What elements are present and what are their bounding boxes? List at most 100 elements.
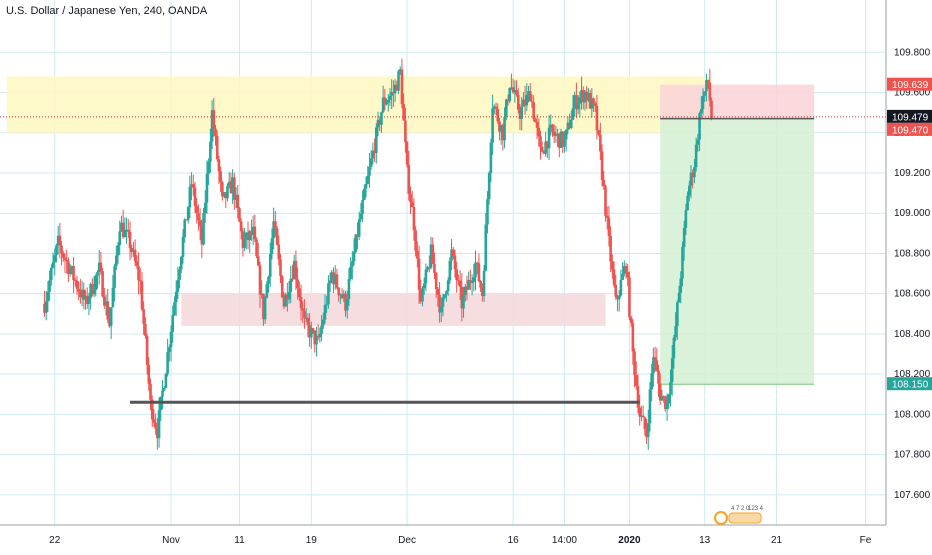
candle-body [506, 99, 510, 102]
candle-body [551, 124, 554, 132]
candle-body [70, 266, 74, 270]
candle-body [104, 301, 108, 306]
candle-body [513, 89, 517, 93]
candle-body [234, 194, 238, 200]
x-tick-label: 16 [508, 535, 520, 546]
candle-body [650, 373, 653, 390]
candle-body [522, 99, 525, 107]
candle-body [270, 238, 274, 255]
candle-body [193, 187, 197, 206]
candle-body [198, 220, 202, 227]
candle-body [422, 283, 426, 289]
candle-body [214, 128, 217, 137]
candle-body [289, 278, 293, 292]
candle-body [73, 280, 77, 282]
candle-body [109, 307, 113, 327]
x-tick-label: 11 [234, 535, 245, 546]
candle-body [484, 224, 488, 271]
candle-body [169, 331, 173, 348]
candle-body [256, 256, 260, 266]
candle-body [205, 173, 209, 203]
candle-body [520, 106, 523, 119]
y-tick-label: 108.200 [894, 369, 931, 380]
candle-body [166, 352, 169, 374]
candle-body [332, 272, 335, 285]
candle-body [532, 102, 535, 119]
candle-body [569, 119, 573, 129]
y-tick-label: 109.200 [894, 168, 931, 179]
candle-body [681, 246, 684, 279]
candle-body [97, 262, 101, 273]
candle-body [219, 171, 222, 183]
candle-body [667, 394, 671, 404]
candle-body [287, 291, 291, 300]
candle-body [515, 89, 518, 95]
candle-body [292, 260, 296, 280]
candle-body [426, 267, 429, 270]
candle-body [677, 292, 681, 303]
candle-body [128, 231, 132, 248]
candle-body [455, 269, 458, 281]
candle-body [328, 280, 332, 284]
candle-body [412, 206, 416, 231]
candle-body [469, 280, 472, 283]
price-label-text: 109.639 [892, 80, 929, 91]
candle-body [96, 272, 99, 276]
candle-body [674, 326, 677, 338]
candle-body [686, 195, 689, 211]
candle-body [267, 276, 270, 284]
candle-body [345, 299, 349, 311]
x-tick-label: Nov [162, 535, 180, 546]
candle-body [369, 158, 373, 167]
candle-body [699, 109, 703, 114]
candle-body [453, 255, 457, 270]
candle-body [337, 287, 340, 295]
candle-body [147, 365, 151, 384]
price-label-badge [887, 377, 932, 391]
candle-body [272, 221, 275, 239]
candle-body [494, 106, 498, 110]
candle-body [262, 293, 265, 320]
candle-body [61, 253, 65, 258]
candle-body [561, 131, 565, 147]
candle-body [537, 127, 541, 137]
candle-body [385, 102, 388, 105]
candle-body [164, 373, 168, 388]
candle-body [84, 295, 87, 300]
candle-body [585, 91, 588, 101]
candle-body [162, 387, 166, 391]
candle-body [68, 269, 72, 275]
candle-body [558, 133, 561, 148]
x-tick-label: 19 [306, 535, 318, 546]
candle-body [458, 280, 462, 287]
candle-body [363, 188, 366, 201]
candle-body [607, 217, 611, 236]
candle-body [424, 269, 428, 284]
candle-body [309, 328, 313, 338]
svg-text:4 7 2 0: 4 7 2 0 [731, 506, 750, 512]
candle-body [236, 194, 240, 209]
candle-body [178, 269, 181, 280]
candle-body [688, 185, 691, 196]
candle-body [50, 267, 53, 281]
candle-body [140, 281, 144, 310]
candle-body [655, 360, 659, 371]
candle-body [402, 104, 405, 121]
candle-body [246, 232, 250, 241]
candle-body [80, 289, 84, 298]
candle-body [53, 255, 57, 263]
candle-body [251, 226, 255, 235]
price-label-text: 108.150 [892, 380, 929, 391]
candle-body [648, 389, 652, 424]
candle-body [578, 97, 582, 104]
candle-body [359, 213, 363, 220]
candle-body [65, 259, 69, 262]
candle-body [316, 335, 320, 338]
candle-body [657, 370, 660, 384]
candle-body [195, 205, 198, 214]
candle-body [540, 146, 544, 152]
candle-body [544, 141, 547, 154]
candle-body [434, 272, 438, 289]
